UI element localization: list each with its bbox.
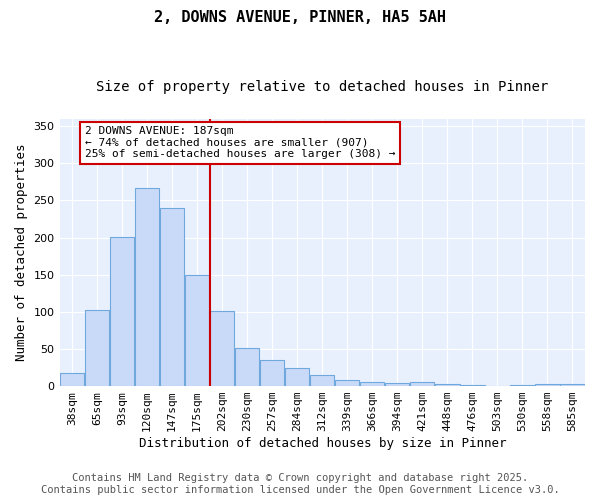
Bar bbox=[460, 384, 485, 386]
Bar bbox=[260, 360, 284, 386]
Bar bbox=[160, 208, 184, 386]
Bar bbox=[210, 311, 235, 386]
Y-axis label: Number of detached properties: Number of detached properties bbox=[15, 144, 28, 361]
Bar bbox=[110, 237, 134, 386]
Bar bbox=[235, 348, 259, 386]
Bar bbox=[285, 368, 310, 386]
Title: Size of property relative to detached houses in Pinner: Size of property relative to detached ho… bbox=[96, 80, 548, 94]
Bar bbox=[560, 384, 584, 386]
Bar bbox=[385, 383, 409, 386]
Bar bbox=[60, 374, 84, 386]
X-axis label: Distribution of detached houses by size in Pinner: Distribution of detached houses by size … bbox=[139, 437, 506, 450]
Bar bbox=[410, 382, 434, 386]
Text: Contains HM Land Registry data © Crown copyright and database right 2025.
Contai: Contains HM Land Registry data © Crown c… bbox=[41, 474, 559, 495]
Bar bbox=[185, 274, 209, 386]
Bar bbox=[85, 310, 109, 386]
Bar bbox=[135, 188, 159, 386]
Bar bbox=[310, 375, 334, 386]
Bar bbox=[435, 384, 460, 386]
Text: 2 DOWNS AVENUE: 187sqm
← 74% of detached houses are smaller (907)
25% of semi-de: 2 DOWNS AVENUE: 187sqm ← 74% of detached… bbox=[85, 126, 395, 160]
Bar bbox=[535, 384, 560, 386]
Text: 2, DOWNS AVENUE, PINNER, HA5 5AH: 2, DOWNS AVENUE, PINNER, HA5 5AH bbox=[154, 10, 446, 25]
Bar bbox=[335, 380, 359, 386]
Bar bbox=[360, 382, 385, 386]
